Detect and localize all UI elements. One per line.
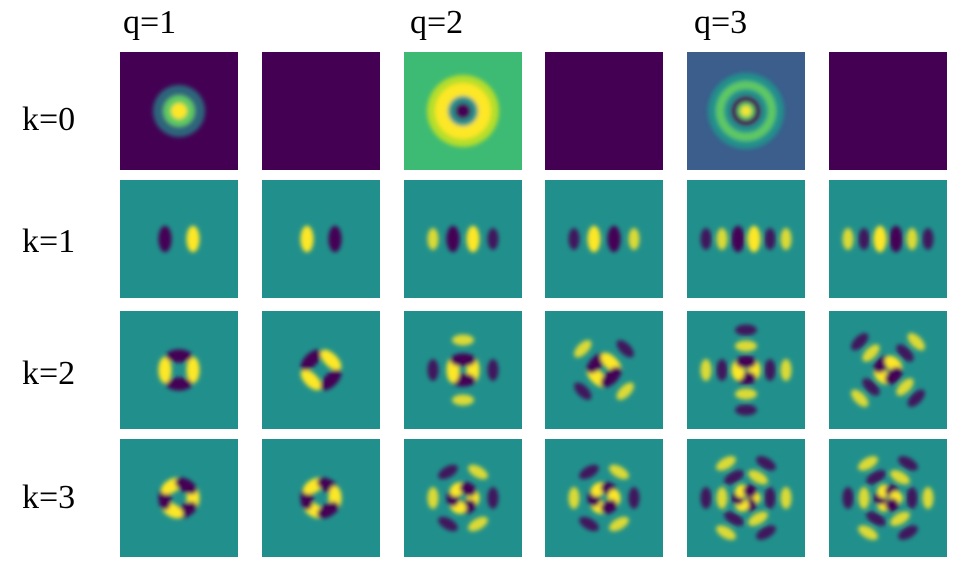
tile-k2-q1-sin: [262, 311, 380, 429]
row-label-k2: k=2: [22, 355, 76, 392]
tile-k2-q2-cos: [404, 311, 522, 429]
tile-k3-q2-sin: [545, 439, 663, 557]
row-label-k3: k=3: [22, 479, 76, 516]
tile-k1-q1-sin-cell: [262, 180, 380, 298]
tile-k0-q2-cos: [404, 52, 522, 170]
tile-k3-q1-cos: [120, 439, 238, 557]
tile-k0-q2-sin-cell: [545, 52, 663, 170]
tile-k3-q2-cos-cell: [404, 439, 522, 557]
tile-k0-q2-sin: [545, 52, 663, 170]
tile-k0-q1-cos-cell: [120, 52, 238, 170]
tile-k2-q1-sin-cell: [262, 311, 380, 429]
tile-k0-q3-cos: [687, 52, 805, 170]
tile-k0-q1-cos: [120, 52, 238, 170]
tile-k3-q2-cos: [404, 439, 522, 557]
tile-k3-q3-cos: [687, 439, 805, 557]
tile-k0-q3-sin-cell: [829, 52, 947, 170]
tile-k0-q2-cos-cell: [404, 52, 522, 170]
tile-k3-q1-cos-cell: [120, 439, 238, 557]
row-label-k1: k=1: [22, 223, 76, 260]
column-label-q2: q=2: [410, 4, 464, 41]
tile-k1-q2-sin: [545, 180, 663, 298]
tile-k2-q3-cos: [687, 311, 805, 429]
tile-k1-q3-sin: [829, 180, 947, 298]
tile-k0-q1-sin: [262, 52, 380, 170]
tile-k3-q1-sin-cell: [262, 439, 380, 557]
row-label-k0: k=0: [22, 101, 76, 138]
column-label-q3: q=3: [694, 4, 748, 41]
tile-k2-q3-sin: [829, 311, 947, 429]
tile-k2-q2-sin: [545, 311, 663, 429]
tile-k3-q3-sin: [829, 439, 947, 557]
tile-k2-q2-sin-cell: [545, 311, 663, 429]
tile-k2-q1-cos: [120, 311, 238, 429]
tile-k1-q3-cos: [687, 180, 805, 298]
tile-k2-q3-sin-cell: [829, 311, 947, 429]
tile-k0-q3-sin: [829, 52, 947, 170]
tile-k0-q3-cos-cell: [687, 52, 805, 170]
tile-k1-q1-cos-cell: [120, 180, 238, 298]
tile-k1-q2-cos-cell: [404, 180, 522, 298]
tile-k1-q1-sin: [262, 180, 380, 298]
tile-k1-q2-sin-cell: [545, 180, 663, 298]
column-label-q1: q=1: [123, 4, 177, 41]
tile-k2-q1-cos-cell: [120, 311, 238, 429]
tile-k2-q3-cos-cell: [687, 311, 805, 429]
tile-k1-q1-cos: [120, 180, 238, 298]
tile-k1-q3-cos-cell: [687, 180, 805, 298]
tile-k2-q2-cos-cell: [404, 311, 522, 429]
tile-k3-q3-sin-cell: [829, 439, 947, 557]
tile-k0-q1-sin-cell: [262, 52, 380, 170]
tile-k3-q2-sin-cell: [545, 439, 663, 557]
tile-k3-q3-cos-cell: [687, 439, 805, 557]
tile-k1-q2-cos: [404, 180, 522, 298]
tile-k1-q3-sin-cell: [829, 180, 947, 298]
tile-k3-q1-sin: [262, 439, 380, 557]
